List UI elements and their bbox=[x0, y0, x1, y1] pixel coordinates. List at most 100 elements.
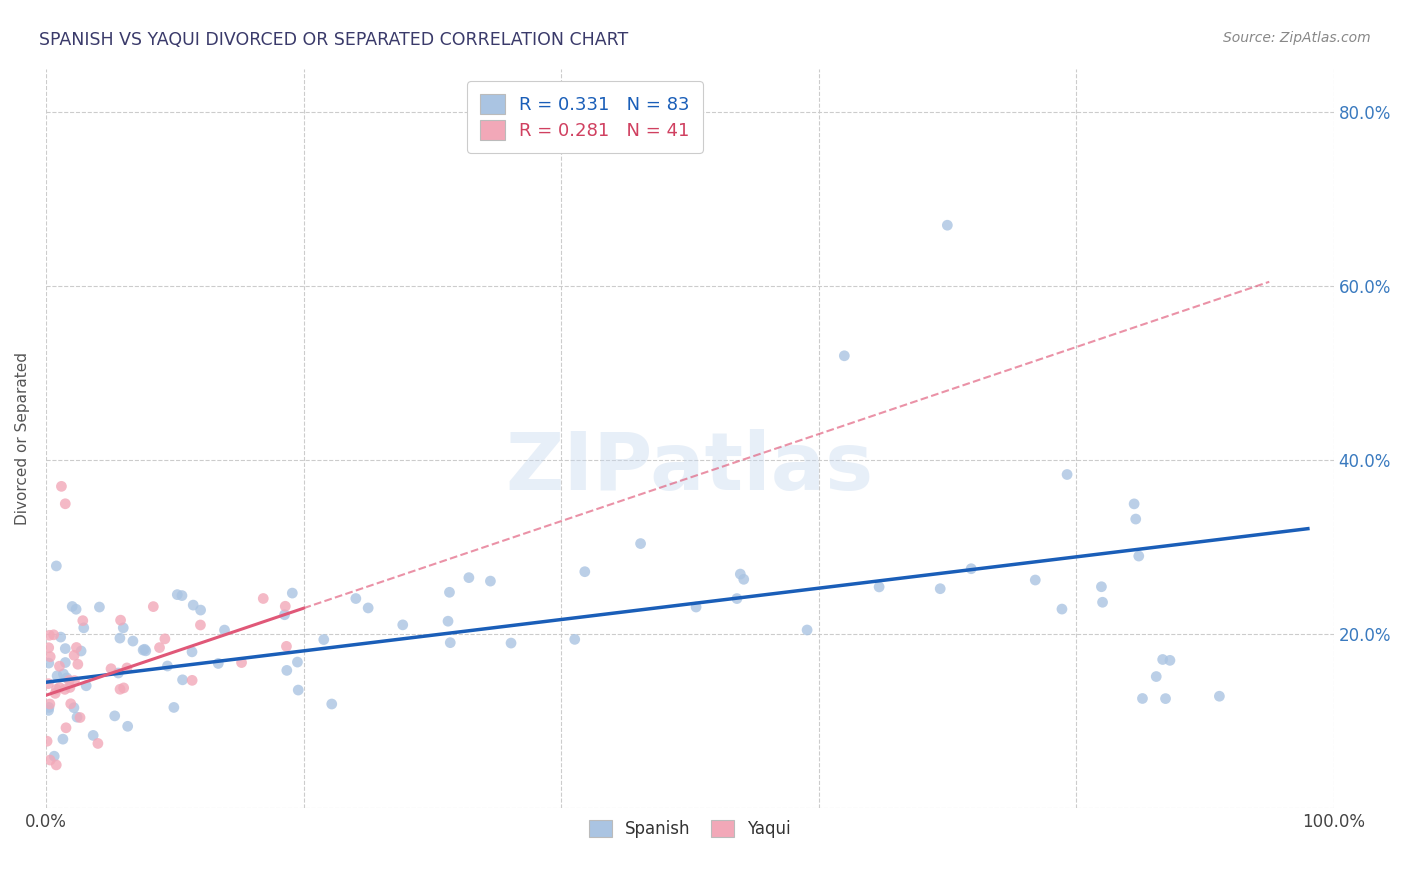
Point bbox=[142, 599, 165, 614]
Point bbox=[52, 732, 75, 747]
Point bbox=[48, 681, 70, 695]
Point bbox=[48, 659, 70, 673]
Point bbox=[181, 673, 204, 688]
Point bbox=[112, 621, 135, 635]
Point bbox=[53, 656, 76, 670]
Point bbox=[796, 623, 818, 637]
Point bbox=[45, 758, 67, 772]
Point bbox=[357, 601, 380, 615]
Point bbox=[38, 700, 60, 714]
Point bbox=[39, 753, 62, 767]
Point bbox=[1024, 573, 1046, 587]
Point bbox=[274, 599, 297, 614]
Point bbox=[38, 697, 60, 711]
Point bbox=[163, 700, 186, 714]
Point bbox=[391, 618, 413, 632]
Point bbox=[89, 600, 111, 615]
Point bbox=[38, 640, 60, 655]
Point bbox=[63, 700, 86, 714]
Text: Source: ZipAtlas.com: Source: ZipAtlas.com bbox=[1223, 31, 1371, 45]
Point bbox=[170, 589, 193, 603]
Point bbox=[281, 586, 304, 600]
Point bbox=[132, 643, 155, 657]
Point bbox=[52, 667, 75, 681]
Point bbox=[59, 697, 82, 711]
Point bbox=[153, 632, 176, 646]
Point bbox=[439, 635, 461, 649]
Point bbox=[960, 562, 983, 576]
Point bbox=[1159, 653, 1181, 667]
Point bbox=[1144, 669, 1167, 683]
Point bbox=[69, 710, 91, 724]
Point bbox=[110, 613, 132, 627]
Point bbox=[1050, 602, 1073, 616]
Point bbox=[344, 591, 367, 606]
Point bbox=[936, 218, 959, 232]
Text: ZIPatlas: ZIPatlas bbox=[506, 429, 875, 507]
Point bbox=[1123, 497, 1146, 511]
Point bbox=[135, 644, 157, 658]
Point bbox=[181, 645, 204, 659]
Point bbox=[73, 621, 96, 635]
Point bbox=[51, 479, 73, 493]
Point bbox=[1091, 595, 1114, 609]
Point bbox=[252, 591, 274, 606]
Point bbox=[39, 649, 62, 664]
Point bbox=[479, 574, 502, 588]
Point bbox=[214, 623, 236, 637]
Point bbox=[112, 681, 135, 695]
Point bbox=[59, 681, 82, 695]
Point bbox=[685, 600, 707, 615]
Point bbox=[834, 349, 856, 363]
Point bbox=[574, 565, 596, 579]
Point bbox=[122, 634, 145, 648]
Point bbox=[82, 728, 104, 742]
Point bbox=[1152, 652, 1174, 666]
Point bbox=[38, 628, 60, 642]
Point bbox=[65, 640, 87, 655]
Point bbox=[75, 679, 97, 693]
Point bbox=[38, 703, 60, 717]
Point bbox=[42, 628, 65, 642]
Point bbox=[35, 734, 58, 748]
Point bbox=[1090, 580, 1112, 594]
Point bbox=[65, 602, 87, 616]
Legend: Spanish, Yaqui: Spanish, Yaqui bbox=[582, 813, 797, 845]
Point bbox=[312, 632, 335, 647]
Y-axis label: Divorced or Separated: Divorced or Separated bbox=[15, 352, 30, 525]
Point bbox=[49, 630, 72, 644]
Point bbox=[53, 497, 76, 511]
Point bbox=[38, 656, 60, 670]
Point bbox=[457, 571, 479, 585]
Point bbox=[45, 558, 67, 573]
Point bbox=[1208, 690, 1230, 704]
Point bbox=[156, 659, 179, 673]
Point bbox=[134, 642, 156, 657]
Point bbox=[63, 673, 86, 688]
Point bbox=[276, 640, 298, 654]
Point bbox=[439, 585, 461, 599]
Point bbox=[730, 567, 752, 582]
Point bbox=[44, 686, 66, 700]
Point bbox=[287, 655, 309, 669]
Point bbox=[231, 656, 253, 670]
Point bbox=[46, 669, 69, 683]
Point bbox=[55, 721, 77, 735]
Point bbox=[437, 614, 460, 628]
Point bbox=[287, 683, 309, 698]
Point bbox=[66, 657, 89, 672]
Point bbox=[63, 648, 86, 663]
Point bbox=[1056, 467, 1078, 482]
Point bbox=[725, 591, 748, 606]
Point bbox=[321, 697, 343, 711]
Point bbox=[37, 676, 59, 690]
Point bbox=[929, 582, 952, 596]
Text: SPANISH VS YAQUI DIVORCED OR SEPARATED CORRELATION CHART: SPANISH VS YAQUI DIVORCED OR SEPARATED C… bbox=[39, 31, 628, 49]
Point bbox=[172, 673, 194, 687]
Point bbox=[58, 673, 80, 688]
Point bbox=[166, 588, 188, 602]
Point bbox=[1125, 512, 1147, 526]
Point bbox=[1132, 691, 1154, 706]
Point bbox=[115, 661, 138, 675]
Point bbox=[207, 657, 229, 671]
